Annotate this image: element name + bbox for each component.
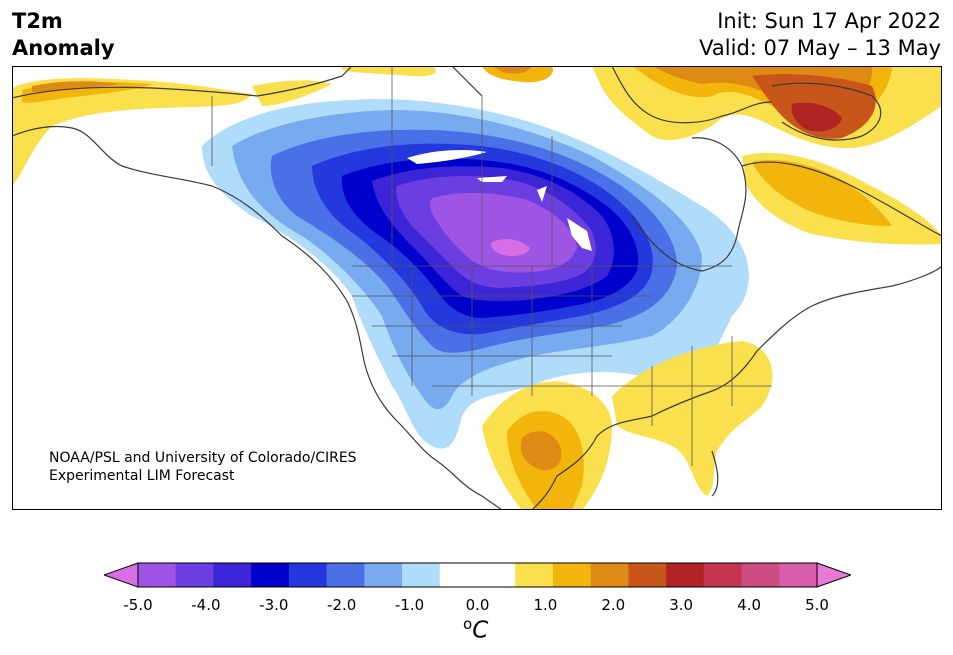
- unit-symbol: C: [472, 617, 489, 644]
- credit-line-2: Experimental LIM Forecast: [49, 468, 235, 484]
- colorbar-segment: [515, 563, 554, 587]
- colorbar: [104, 562, 851, 588]
- colorbar-extend-low: [104, 562, 139, 588]
- title-variable: T2m: [12, 9, 63, 33]
- colorbar-segment: [779, 563, 818, 587]
- colorbar-tick-label: -1.0: [394, 596, 425, 614]
- central-cold-anomaly: [202, 99, 749, 449]
- colorbar-tick-label: 2.0: [601, 596, 626, 614]
- greenland-warm-anomaly: [592, 66, 942, 149]
- colorbar-segment: [402, 563, 441, 587]
- colorbar-segment: [439, 563, 478, 587]
- colorbar-tick-label: -4.0: [191, 596, 221, 614]
- colorbar-segment: [741, 563, 780, 587]
- credit-line-1: NOAA/PSL and University of Colorado/CIRE…: [49, 450, 357, 466]
- colorbar-segment: [364, 563, 403, 587]
- colorbar-frame: [137, 562, 818, 588]
- title-anomaly: Anomaly: [12, 36, 115, 60]
- map-title: T2m Anomaly: [12, 8, 115, 62]
- colorbar-segment: [288, 563, 328, 587]
- labrador-warm-anomaly: [742, 152, 942, 245]
- colorbar-segment: [703, 563, 743, 587]
- anomaly-map: [12, 66, 942, 510]
- colorbar-segment: [628, 563, 667, 587]
- mexico-warm-anomaly: [482, 381, 612, 510]
- forecast-dates: Init: Sun 17 Apr 2022 Valid: 07 May – 13…: [699, 8, 941, 62]
- colorbar-tick-label: 3.0: [669, 596, 694, 614]
- valid-dates: Valid: 07 May – 13 May: [699, 36, 941, 60]
- colorbar-segment: [326, 563, 365, 587]
- lake-markers: [407, 150, 592, 251]
- colorbar-tick-label: 5.0: [805, 596, 829, 614]
- colorbar-unit: oC: [463, 615, 488, 644]
- colorbar-tick-label: 0.0: [465, 596, 490, 614]
- init-date: Init: Sun 17 Apr 2022: [717, 9, 941, 33]
- colorbar-segment: [590, 563, 629, 587]
- colorbar-segment: [138, 563, 177, 587]
- colorbar-segment: [251, 563, 290, 587]
- colorbar-tick-label: -5.0: [123, 596, 153, 614]
- credit-text: NOAA/PSL and University of Colorado/CIRE…: [49, 449, 357, 485]
- colorbar-segment: [477, 563, 516, 587]
- colorbar-segment: [213, 563, 252, 587]
- unit-prefix: o: [463, 615, 473, 633]
- colorbar-extend-high: [816, 562, 851, 588]
- colorbar-segment: [175, 563, 214, 587]
- colorbar-tick-label: 1.0: [533, 596, 558, 614]
- colorbar-tick-label: 4.0: [737, 596, 762, 614]
- colorbar-tick-label: -2.0: [327, 596, 357, 614]
- colorbar-tick-label: -3.0: [259, 596, 289, 614]
- colorbar-segment: [552, 563, 592, 587]
- colorbar-segment: [666, 563, 705, 587]
- political-borders: [211, 66, 772, 466]
- coastlines: [12, 66, 942, 510]
